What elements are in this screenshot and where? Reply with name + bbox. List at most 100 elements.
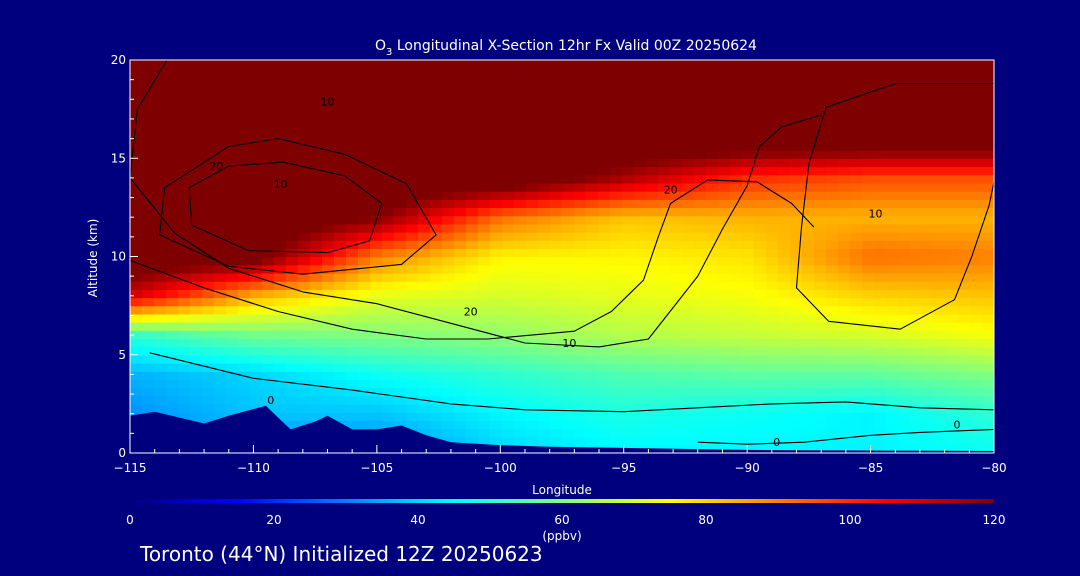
heatmap-cell	[430, 248, 443, 258]
heatmap-cell	[574, 330, 587, 340]
heatmap-cell	[802, 289, 815, 299]
heatmap-cell	[730, 362, 743, 372]
heatmap-cell	[538, 264, 551, 274]
x-tick-label: −85	[858, 461, 883, 475]
heatmap-cell	[178, 117, 191, 127]
heatmap-cell	[298, 84, 311, 94]
heatmap-cell	[250, 125, 263, 135]
heatmap-cell	[310, 322, 323, 331]
heatmap-cell	[310, 150, 323, 159]
heatmap-cell	[910, 289, 923, 299]
heatmap-cell	[202, 264, 215, 274]
heatmap-cell	[550, 150, 563, 159]
heatmap-cell	[754, 403, 767, 413]
heatmap-cell	[226, 403, 239, 413]
heatmap-cell	[370, 362, 383, 372]
heatmap-cell	[658, 428, 671, 438]
heatmap-cell	[550, 395, 563, 405]
heatmap-cell	[154, 240, 167, 250]
heatmap-cell	[646, 191, 659, 200]
heatmap-cell	[706, 420, 719, 430]
heatmap-cell	[538, 379, 551, 389]
heatmap-cell	[766, 379, 779, 389]
heatmap-cell	[454, 322, 467, 331]
heatmap-cell	[370, 125, 383, 135]
heatmap-cell	[322, 117, 335, 127]
heatmap-cell	[730, 76, 743, 86]
heatmap-cell	[406, 117, 419, 127]
heatmap-cell	[322, 100, 335, 110]
heatmap-cell	[946, 231, 959, 241]
heatmap-cell	[634, 297, 647, 307]
heatmap-cell	[454, 125, 467, 135]
heatmap-cell	[598, 264, 611, 274]
heatmap-cell	[190, 354, 203, 364]
heatmap-cell	[778, 182, 791, 192]
heatmap-cell	[754, 191, 767, 200]
contour-line	[130, 60, 822, 348]
heatmap-cell	[862, 166, 875, 176]
heatmap-cell	[634, 379, 647, 389]
heatmap-cell	[454, 436, 467, 446]
heatmap-cell	[478, 100, 491, 110]
heatmap-cell	[142, 403, 155, 413]
heatmap-cell	[706, 428, 719, 438]
heatmap-cell	[322, 289, 335, 299]
heatmap-cell	[310, 100, 323, 110]
heatmap-cell	[202, 289, 215, 299]
heatmap-cell	[706, 362, 719, 372]
heatmap-cell	[814, 379, 827, 389]
heatmap-cell	[646, 240, 659, 250]
heatmap-cell	[478, 313, 491, 323]
heatmap-cell	[706, 166, 719, 176]
heatmap-cell	[862, 256, 875, 266]
heatmap-cell	[178, 240, 191, 250]
heatmap-cell	[334, 182, 347, 192]
heatmap-cell	[466, 199, 479, 209]
heatmap-cell	[862, 330, 875, 340]
heatmap-cell	[394, 420, 407, 430]
heatmap-cell	[934, 182, 947, 192]
heatmap-cell	[898, 141, 911, 151]
heatmap-cell	[850, 395, 863, 405]
heatmap-cell	[586, 264, 599, 274]
heatmap-cell	[670, 281, 683, 290]
heatmap-cell	[490, 141, 503, 151]
heatmap-cell	[250, 150, 263, 159]
heatmap-cell	[802, 223, 815, 233]
heatmap-cell	[238, 199, 251, 209]
heatmap-cell	[922, 150, 935, 159]
heatmap-cell	[934, 297, 947, 307]
heatmap-cell	[574, 133, 587, 143]
heatmap-cell	[238, 207, 251, 217]
heatmap-cell	[946, 174, 959, 184]
heatmap-cell	[562, 158, 575, 168]
heatmap-cell	[778, 215, 791, 225]
heatmap-cell	[658, 362, 671, 372]
colorbar-tick-label: 100	[839, 513, 862, 527]
heatmap-cell	[502, 412, 515, 421]
heatmap-cell	[166, 248, 179, 258]
heatmap-cell	[634, 395, 647, 405]
heatmap-cell	[622, 84, 635, 94]
heatmap-cell	[934, 191, 947, 200]
heatmap-cell	[814, 428, 827, 438]
heatmap-cell	[826, 330, 839, 340]
heatmap-cell	[682, 240, 695, 250]
heatmap-cell	[226, 272, 239, 282]
heatmap-cell	[490, 84, 503, 94]
heatmap-cell	[286, 231, 299, 241]
heatmap-cell	[250, 100, 263, 110]
heatmap-cell	[658, 207, 671, 217]
heatmap-cell	[418, 354, 431, 364]
heatmap-cell	[478, 248, 491, 258]
heatmap-cell	[322, 354, 335, 364]
heatmap-cell	[850, 174, 863, 184]
heatmap-cell	[982, 362, 994, 372]
heatmap-cell	[802, 158, 815, 168]
heatmap-cell	[430, 313, 443, 323]
heatmap-cell	[874, 158, 887, 168]
heatmap-cell	[802, 174, 815, 184]
heatmap-cell	[682, 174, 695, 184]
heatmap-cell	[538, 240, 551, 250]
